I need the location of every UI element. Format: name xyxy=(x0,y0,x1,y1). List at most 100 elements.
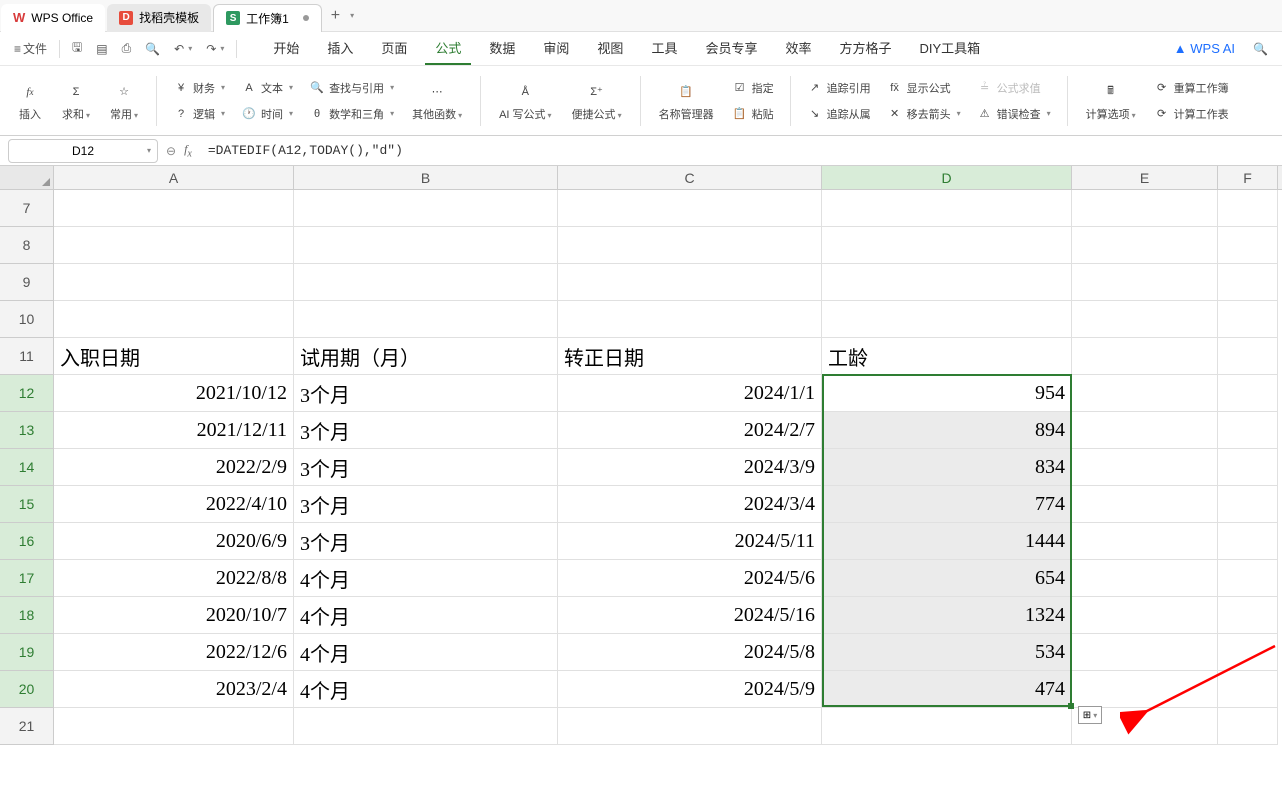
designate-button[interactable]: ☑指定 xyxy=(726,77,780,99)
cell-D14[interactable]: 834 xyxy=(822,449,1072,486)
cell-C19[interactable]: 2024/5/8 xyxy=(558,634,822,671)
calc-options-button[interactable]: 🖩 计算选项▾ xyxy=(1078,76,1144,126)
cell-F10[interactable] xyxy=(1218,301,1278,338)
cell-D15[interactable]: 774 xyxy=(822,486,1072,523)
menu-工具[interactable]: 工具 xyxy=(641,32,687,65)
cell-C13[interactable]: 2024/2/7 xyxy=(558,412,822,449)
undo-button[interactable]: ↶▾ xyxy=(168,38,198,60)
template-tab[interactable]: D 找稻壳模板 xyxy=(107,4,211,32)
cell-C16[interactable]: 2024/5/11 xyxy=(558,523,822,560)
cell-D18[interactable]: 1324 xyxy=(822,597,1072,634)
cell-A13[interactable]: 2021/12/11 xyxy=(54,412,294,449)
cell-E7[interactable] xyxy=(1072,190,1218,227)
autofill-options-button[interactable]: ⊞▾ xyxy=(1078,706,1102,724)
cell-E16[interactable] xyxy=(1072,523,1218,560)
cell-D11[interactable]: 工龄 xyxy=(822,338,1072,375)
cell-A17[interactable]: 2022/8/8 xyxy=(54,560,294,597)
cell-E9[interactable] xyxy=(1072,264,1218,301)
col-header-F[interactable]: F xyxy=(1218,166,1278,189)
cell-D13[interactable]: 894 xyxy=(822,412,1072,449)
cell-A7[interactable] xyxy=(54,190,294,227)
menu-页面[interactable]: 页面 xyxy=(371,32,417,65)
paste-button[interactable]: 📋粘贴 xyxy=(726,103,780,125)
remove-arrows-button[interactable]: ✕移去箭头▾ xyxy=(881,103,967,125)
cell-D9[interactable] xyxy=(822,264,1072,301)
cell-A15[interactable]: 2022/4/10 xyxy=(54,486,294,523)
cell-E12[interactable] xyxy=(1072,375,1218,412)
menu-公式[interactable]: 公式 xyxy=(425,32,471,65)
cell-E18[interactable] xyxy=(1072,597,1218,634)
cell-B14[interactable]: 3个月 xyxy=(294,449,558,486)
preview-button[interactable]: 🔍 xyxy=(139,38,166,60)
cell-C21[interactable] xyxy=(558,708,822,745)
search-button[interactable]: 🔍 xyxy=(1247,38,1274,60)
cell-F8[interactable] xyxy=(1218,227,1278,264)
finance-button[interactable]: ¥财务▾ xyxy=(167,77,231,99)
row-header-14[interactable]: 14 xyxy=(0,449,54,486)
cell-A11[interactable]: 入职日期 xyxy=(54,338,294,375)
redo-button[interactable]: ↷▾ xyxy=(200,38,230,60)
row-header-16[interactable]: 16 xyxy=(0,523,54,560)
row-header-7[interactable]: 7 xyxy=(0,190,54,227)
menu-视图[interactable]: 视图 xyxy=(587,32,633,65)
row-header-18[interactable]: 18 xyxy=(0,597,54,634)
row-header-13[interactable]: 13 xyxy=(0,412,54,449)
name-box[interactable]: D12 ▾ xyxy=(8,139,158,163)
row-header-15[interactable]: 15 xyxy=(0,486,54,523)
cell-D17[interactable]: 654 xyxy=(822,560,1072,597)
cell-B18[interactable]: 4个月 xyxy=(294,597,558,634)
row-header-21[interactable]: 21 xyxy=(0,708,54,745)
cell-F13[interactable] xyxy=(1218,412,1278,449)
calc-sheet-button[interactable]: ⟳计算工作表 xyxy=(1148,103,1235,125)
menu-DIY工具箱[interactable]: DIY工具箱 xyxy=(910,32,991,65)
cell-C12[interactable]: 2024/1/1 xyxy=(558,375,822,412)
cell-D19[interactable]: 534 xyxy=(822,634,1072,671)
cell-B12[interactable]: 3个月 xyxy=(294,375,558,412)
cell-F11[interactable] xyxy=(1218,338,1278,375)
trace-precedents-button[interactable]: ↗追踪引用 xyxy=(801,77,877,99)
recalc-workbook-button[interactable]: ⟳重算工作簿 xyxy=(1148,77,1235,99)
cell-E17[interactable] xyxy=(1072,560,1218,597)
menu-开始[interactable]: 开始 xyxy=(263,32,309,65)
other-functions-button[interactable]: ⋯ 其他函数▾ xyxy=(404,76,470,126)
cell-A19[interactable]: 2022/12/6 xyxy=(54,634,294,671)
cell-F18[interactable] xyxy=(1218,597,1278,634)
cell-D20[interactable]: 474 xyxy=(822,671,1072,708)
cell-B16[interactable]: 3个月 xyxy=(294,523,558,560)
print-button[interactable]: ⎙ xyxy=(116,37,138,60)
cell-F7[interactable] xyxy=(1218,190,1278,227)
cell-E15[interactable] xyxy=(1072,486,1218,523)
cell-A16[interactable]: 2020/6/9 xyxy=(54,523,294,560)
cell-C8[interactable] xyxy=(558,227,822,264)
formula-input[interactable]: =DATEDIF(A12,TODAY(),"d") xyxy=(200,139,1274,163)
cell-D16[interactable]: 1444 xyxy=(822,523,1072,560)
trace-dependents-button[interactable]: ↘追踪从属 xyxy=(801,103,877,125)
cell-D7[interactable] xyxy=(822,190,1072,227)
cell-F19[interactable] xyxy=(1218,634,1278,671)
cell-D12[interactable]: 954 xyxy=(822,375,1072,412)
cell-D8[interactable] xyxy=(822,227,1072,264)
cell-D10[interactable] xyxy=(822,301,1072,338)
menu-效率[interactable]: 效率 xyxy=(775,32,821,65)
zoom-out-icon[interactable]: ⊖ xyxy=(166,144,176,158)
cell-B8[interactable] xyxy=(294,227,558,264)
cell-E10[interactable] xyxy=(1072,301,1218,338)
cell-B15[interactable]: 3个月 xyxy=(294,486,558,523)
row-header-10[interactable]: 10 xyxy=(0,301,54,338)
cell-C7[interactable] xyxy=(558,190,822,227)
cell-B10[interactable] xyxy=(294,301,558,338)
cell-F9[interactable] xyxy=(1218,264,1278,301)
workbook-tab[interactable]: S 工作簿1 xyxy=(213,4,322,32)
cell-A14[interactable]: 2022/2/9 xyxy=(54,449,294,486)
row-header-8[interactable]: 8 xyxy=(0,227,54,264)
cell-A21[interactable] xyxy=(54,708,294,745)
cell-E8[interactable] xyxy=(1072,227,1218,264)
cell-B9[interactable] xyxy=(294,264,558,301)
cell-B20[interactable]: 4个月 xyxy=(294,671,558,708)
menu-数据[interactable]: 数据 xyxy=(479,32,525,65)
cell-C11[interactable]: 转正日期 xyxy=(558,338,822,375)
cell-C17[interactable]: 2024/5/6 xyxy=(558,560,822,597)
cell-A12[interactable]: 2021/10/12 xyxy=(54,375,294,412)
row-header-17[interactable]: 17 xyxy=(0,560,54,597)
select-all-corner[interactable] xyxy=(0,166,54,189)
